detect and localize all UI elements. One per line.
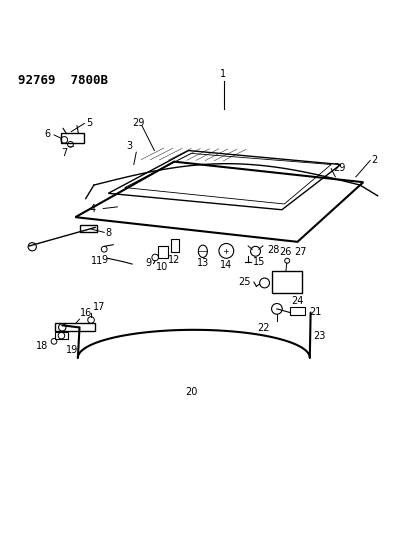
Text: 12: 12 xyxy=(168,255,180,265)
Bar xyxy=(79,225,97,232)
Text: 27: 27 xyxy=(294,247,306,256)
Text: 17: 17 xyxy=(93,302,105,312)
Text: 19: 19 xyxy=(66,345,78,355)
Text: 7: 7 xyxy=(61,149,67,158)
Text: 10: 10 xyxy=(155,262,168,272)
Bar xyxy=(55,323,95,332)
Text: 26: 26 xyxy=(278,247,291,257)
Text: 13: 13 xyxy=(196,259,209,268)
Text: 11: 11 xyxy=(90,256,103,266)
Text: 29: 29 xyxy=(132,118,144,128)
Text: 3: 3 xyxy=(126,141,133,151)
Text: 25: 25 xyxy=(238,277,250,287)
Text: 21: 21 xyxy=(308,306,320,317)
Bar xyxy=(61,133,83,143)
Text: 24: 24 xyxy=(291,296,303,306)
Text: 18: 18 xyxy=(36,341,48,351)
Text: 9: 9 xyxy=(101,255,107,264)
Text: 9: 9 xyxy=(145,258,151,268)
Bar xyxy=(271,271,301,293)
Text: 5: 5 xyxy=(85,118,92,127)
Text: 29: 29 xyxy=(333,163,345,173)
Bar xyxy=(55,332,68,340)
Text: 20: 20 xyxy=(185,387,197,397)
Bar xyxy=(171,239,178,252)
Text: 6: 6 xyxy=(45,129,51,139)
Text: 92769  7800B: 92769 7800B xyxy=(18,74,107,87)
Text: 23: 23 xyxy=(312,330,325,341)
Text: 14: 14 xyxy=(220,260,232,270)
Bar xyxy=(290,307,304,315)
Text: 15: 15 xyxy=(252,256,265,266)
Text: 8: 8 xyxy=(105,228,111,238)
Text: 1: 1 xyxy=(220,69,226,79)
Text: 2: 2 xyxy=(370,155,377,165)
Text: 22: 22 xyxy=(257,323,269,333)
Text: 4: 4 xyxy=(90,204,96,214)
Bar xyxy=(157,246,167,258)
Text: 28: 28 xyxy=(267,245,279,255)
Text: 16: 16 xyxy=(80,308,93,318)
